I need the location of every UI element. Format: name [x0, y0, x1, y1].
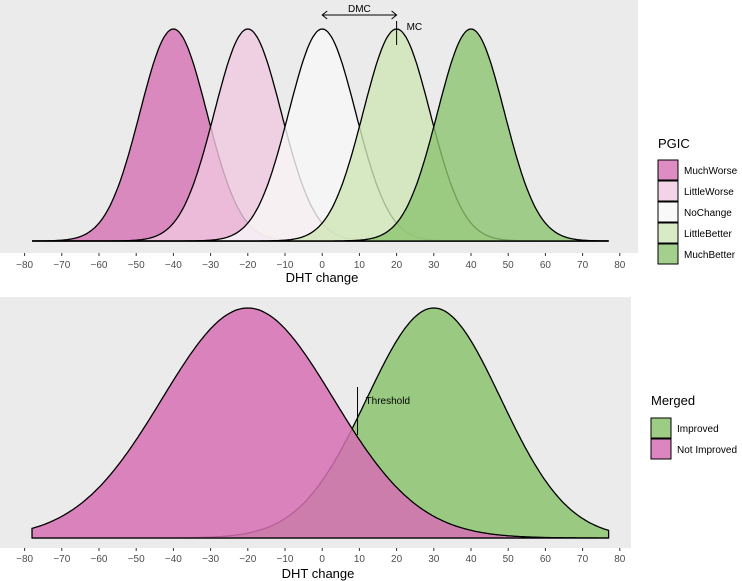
legend-label: MuchWorse [684, 166, 738, 177]
x-tick-label: 40 [465, 260, 477, 271]
density-not-improved [31, 307, 609, 539]
x-tick-label: −30 [202, 260, 219, 271]
threshold-label: Threshold [366, 396, 410, 407]
legend-label: Not Improved [677, 445, 737, 456]
legend-key [657, 159, 679, 181]
x-tick-label: 30 [428, 260, 440, 271]
legend-key [650, 438, 672, 460]
bottom-panel: −80 −70 −60 −50 −40 −30 −20 −10 0 10 20 30 40 50 60 70 8… [0, 297, 737, 581]
legend-key [657, 243, 679, 265]
legend-label: Improved [677, 424, 719, 435]
x-tick-label: 20 [391, 554, 403, 565]
x-tick-label: −60 [91, 554, 108, 565]
legend-title: PGIC [658, 136, 690, 151]
x-tick-label: 0 [319, 260, 325, 271]
x-tick-label: 40 [465, 554, 477, 565]
top-panel: −80 −70 −60 −50 −40 −30 −20 −10 0 10 20 30 40 50 60 70 8… [0, 0, 738, 285]
legend-label: LittleBetter [684, 229, 732, 240]
x-tick-label: 20 [391, 260, 403, 271]
legend-label: LittleWorse [684, 187, 734, 198]
x-tick-label: −10 [277, 554, 294, 565]
x-tick-label: 30 [428, 554, 440, 565]
x-tick-label: 70 [577, 554, 589, 565]
legend-key [657, 222, 679, 244]
x-tick-label: 80 [614, 554, 626, 565]
x-axis-title: DHT change [282, 566, 355, 581]
x-tick-label: −80 [16, 260, 33, 271]
x-tick-label: 50 [503, 554, 515, 565]
x-tick-label: 60 [540, 260, 552, 271]
mc-label: MC [407, 22, 423, 33]
x-tick-label: 0 [319, 554, 325, 565]
x-axis-title: DHT change [286, 270, 359, 285]
x-tick-label: −60 [91, 260, 108, 271]
density-muchbetter [32, 28, 609, 242]
x-tick-label: 10 [354, 554, 366, 565]
legend-key [650, 417, 672, 439]
x-tick-label: −40 [165, 260, 182, 271]
x-tick-label: −20 [239, 260, 256, 271]
legend-label: MuchBetter [684, 250, 736, 261]
legend-title: Merged [651, 393, 695, 408]
arrowhead-icon [321, 10, 398, 20]
x-tick-label: −50 [128, 554, 145, 565]
x-tick-label: −70 [53, 554, 70, 565]
x-tick-label: 60 [540, 554, 552, 565]
x-tick-label: 10 [354, 260, 366, 271]
x-tick-label: −40 [165, 554, 182, 565]
x-tick-label: −10 [277, 260, 294, 271]
x-tick-label: −70 [53, 260, 70, 271]
dmc-label: DMC [348, 4, 371, 15]
legend-key [657, 180, 679, 202]
x-tick-label: 70 [577, 260, 589, 271]
legend-label: NoChange [684, 208, 732, 219]
x-tick-label: 80 [614, 260, 626, 271]
legend-key [657, 201, 679, 223]
x-tick-label: −20 [239, 554, 256, 565]
x-tick-label: −50 [128, 260, 145, 271]
x-tick-label: −80 [16, 554, 33, 565]
x-tick-label: 50 [503, 260, 515, 271]
x-tick-label: −30 [202, 554, 219, 565]
